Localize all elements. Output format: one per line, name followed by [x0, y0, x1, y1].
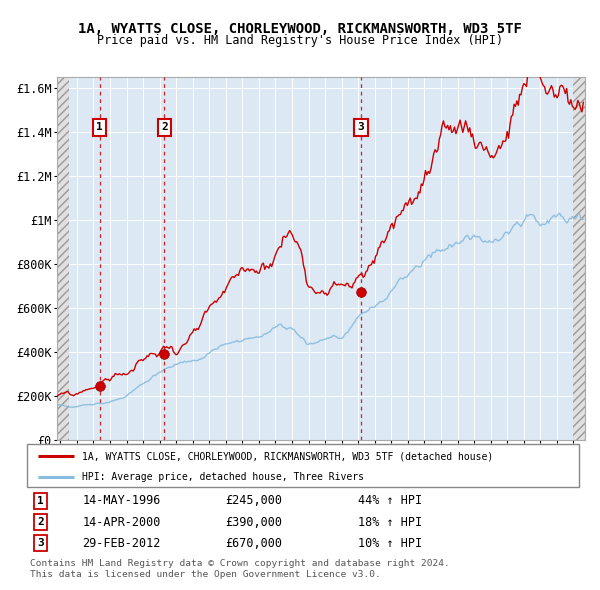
Text: 2: 2 — [161, 122, 168, 132]
Text: Price paid vs. HM Land Registry's House Price Index (HPI): Price paid vs. HM Land Registry's House … — [97, 34, 503, 47]
Text: 44% ↑ HPI: 44% ↑ HPI — [358, 494, 422, 507]
Text: 1A, WYATTS CLOSE, CHORLEYWOOD, RICKMANSWORTH, WD3 5TF (detached house): 1A, WYATTS CLOSE, CHORLEYWOOD, RICKMANSW… — [82, 451, 493, 461]
FancyBboxPatch shape — [27, 444, 579, 487]
Text: £245,000: £245,000 — [226, 494, 283, 507]
Text: 14-APR-2000: 14-APR-2000 — [82, 516, 161, 529]
Text: 2: 2 — [37, 517, 44, 527]
Text: 1A, WYATTS CLOSE, CHORLEYWOOD, RICKMANSWORTH, WD3 5TF: 1A, WYATTS CLOSE, CHORLEYWOOD, RICKMANSW… — [78, 22, 522, 36]
Text: 14-MAY-1996: 14-MAY-1996 — [82, 494, 161, 507]
Text: 3: 3 — [358, 122, 364, 132]
Text: 1: 1 — [37, 496, 44, 506]
Text: £670,000: £670,000 — [226, 537, 283, 550]
Bar — [57, 77, 68, 440]
Text: 1: 1 — [96, 122, 103, 132]
Bar — [574, 77, 585, 440]
Text: HPI: Average price, detached house, Three Rivers: HPI: Average price, detached house, Thre… — [82, 473, 364, 483]
Text: Contains HM Land Registry data © Crown copyright and database right 2024.: Contains HM Land Registry data © Crown c… — [30, 559, 450, 568]
Text: 10% ↑ HPI: 10% ↑ HPI — [358, 537, 422, 550]
Text: 29-FEB-2012: 29-FEB-2012 — [82, 537, 161, 550]
Text: 3: 3 — [37, 538, 44, 548]
Text: £390,000: £390,000 — [226, 516, 283, 529]
Text: This data is licensed under the Open Government Licence v3.0.: This data is licensed under the Open Gov… — [30, 570, 381, 579]
Text: 18% ↑ HPI: 18% ↑ HPI — [358, 516, 422, 529]
